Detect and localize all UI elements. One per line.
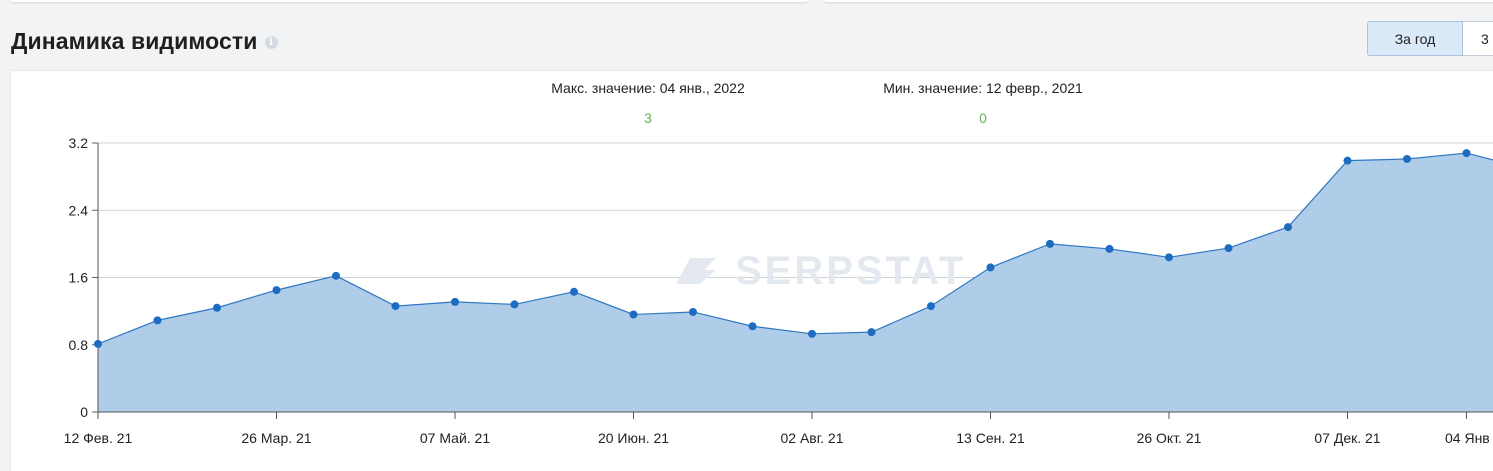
min-value-label: Мин. значение: 12 февр., 2021 xyxy=(883,80,1083,96)
x-tick-label: 07 Май. 21 xyxy=(420,430,490,446)
data-point xyxy=(1224,244,1233,253)
data-point xyxy=(153,316,162,325)
x-tick-label: 26 Мар. 21 xyxy=(241,430,311,446)
max-value-label: Макс. значение: 04 янв., 2022 xyxy=(551,80,745,96)
x-tick-label: 12 Фев. 21 xyxy=(64,430,133,446)
x-tick-label: 20 Июн. 21 xyxy=(598,430,669,446)
y-tick-label: 1.6 xyxy=(69,270,89,286)
section-header: Динамика видимости i xyxy=(11,26,278,56)
data-point xyxy=(629,310,638,319)
max-value-stat: Макс. значение: 04 янв., 2022 3 xyxy=(533,80,763,126)
data-point xyxy=(689,307,697,316)
section-title: Динамика видимости xyxy=(11,27,258,54)
data-point xyxy=(1343,156,1352,165)
x-tick-label: 02 Авг. 21 xyxy=(781,430,844,446)
data-point xyxy=(510,300,519,309)
x-tick-label: 13 Сен. 21 xyxy=(956,430,1025,446)
data-point xyxy=(1462,149,1471,158)
watermark-logo-icon xyxy=(676,258,716,284)
data-point xyxy=(570,287,578,296)
data-point xyxy=(1403,154,1411,163)
y-tick-label: 2.4 xyxy=(69,202,89,218)
data-point xyxy=(391,302,400,311)
period-selector: За год 3 xyxy=(1367,21,1493,56)
data-point xyxy=(1165,253,1173,262)
data-point xyxy=(808,329,816,338)
period-button-year[interactable]: За год xyxy=(1367,21,1463,56)
top-card-left xyxy=(10,0,808,2)
data-point xyxy=(213,303,221,312)
data-point xyxy=(94,339,102,348)
y-tick-label: 0 xyxy=(80,404,88,420)
y-tick-label: 0.8 xyxy=(69,337,89,353)
data-point xyxy=(1105,244,1114,253)
min-value-number: 0 xyxy=(979,110,987,126)
min-value-stat: Мин. значение: 12 февр., 2021 0 xyxy=(868,80,1098,126)
data-point xyxy=(451,297,459,306)
watermark-text: SERPSTAT xyxy=(735,249,966,293)
max-value-number: 3 xyxy=(644,110,652,126)
info-icon[interactable]: i xyxy=(264,36,278,49)
data-point xyxy=(332,271,340,280)
x-tick-label: 26 Окт. 21 xyxy=(1137,430,1202,446)
series-area xyxy=(98,153,1493,412)
data-point xyxy=(1284,223,1292,232)
top-card-right xyxy=(824,0,1493,2)
data-point xyxy=(748,322,757,331)
x-tick-label: 04 Янв xyxy=(1445,430,1490,446)
data-point xyxy=(1046,239,1054,248)
data-point xyxy=(272,286,281,295)
period-button-next[interactable]: 3 xyxy=(1463,21,1493,56)
data-point xyxy=(927,302,935,311)
data-point xyxy=(867,328,876,337)
x-tick-label: 07 Дек. 21 xyxy=(1314,430,1380,446)
y-tick-label: 3.2 xyxy=(69,135,89,151)
data-point xyxy=(986,263,995,272)
